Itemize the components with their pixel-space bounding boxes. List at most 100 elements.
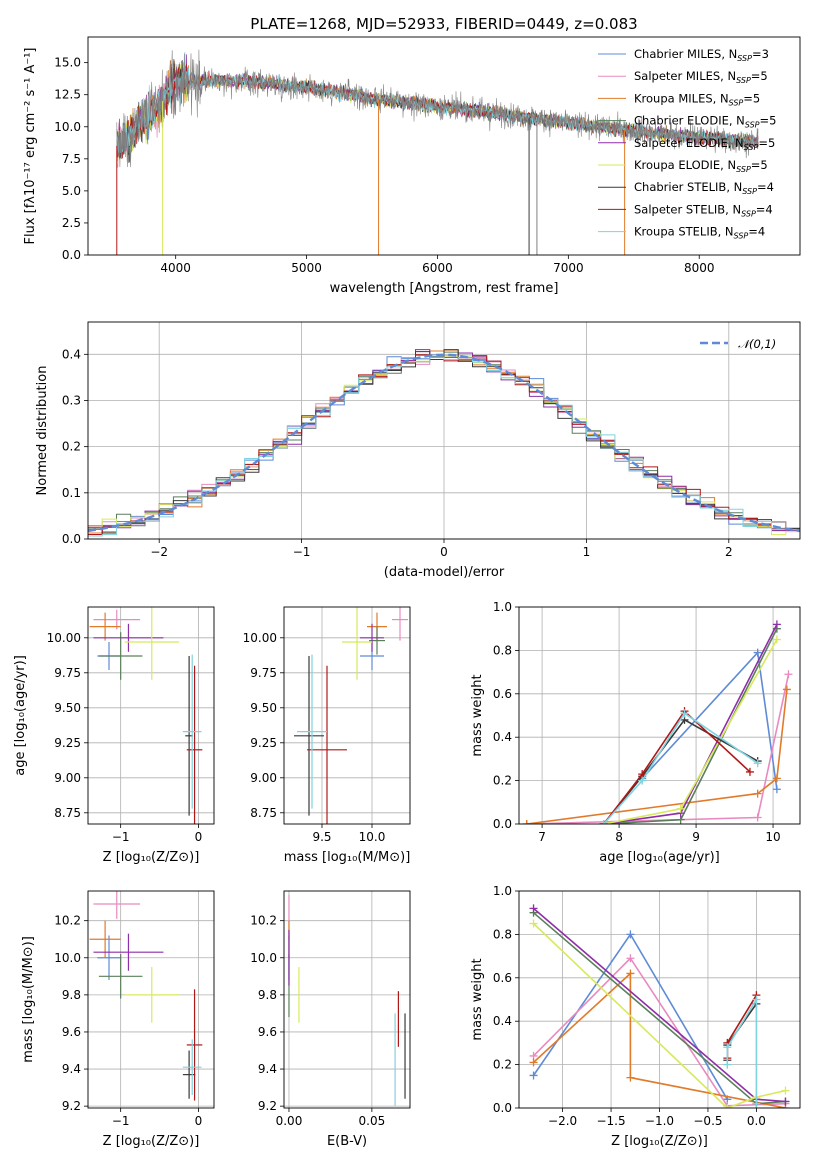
y-tick-label: 9.00 (54, 771, 81, 785)
x-axis-label: Z [log₁₀(Z/Z⊙)] (611, 1134, 708, 1149)
x-tick-label: −2 (150, 545, 168, 559)
axes-frame (518, 890, 801, 1109)
mass-weight-marker (772, 620, 781, 629)
mass-weight-marker (723, 1104, 732, 1108)
axes-frame (87, 606, 215, 825)
y-tick-label: 1.0 (493, 884, 512, 898)
x-axis-label: age [log₁₀(age/yr)] (599, 850, 720, 865)
y-tick-label: 1.0 (493, 600, 512, 614)
plot-area (522, 620, 793, 824)
figure-panels: 4000 5000 6000 7000 80000.02.55.07.510.012.5… (13, 36, 801, 1149)
y-axis-label: Flux [fλ10⁻¹⁷ erg cm⁻² s⁻¹ A⁻¹] (23, 48, 38, 245)
mass-weight-marker (752, 1099, 761, 1108)
y-tick-label: 9.2 (258, 1099, 277, 1113)
y-tick-label: 10.2 (54, 914, 81, 928)
x-axis-label: E(B-V) (327, 1134, 367, 1149)
x-tick-label: 0 (195, 1114, 203, 1128)
mass-weight-marker (529, 1058, 538, 1067)
y-tick-label: 9.4 (258, 1062, 277, 1076)
y-tick-label: 0.2 (62, 440, 81, 454)
y-tick-label: 0.3 (62, 393, 81, 407)
x-axis-label: Z [log₁₀(Z/Z⊙)] (103, 1134, 200, 1149)
legend-label: Kroupa MILES, NSSP=5 (634, 91, 760, 107)
y-tick-label: 0.8 (493, 643, 512, 657)
mass-weight-marker (529, 904, 538, 913)
y-tick-label: 9.50 (54, 701, 81, 715)
x-tick-label: 4000 (160, 261, 191, 275)
residuals-panel: −2 −1 0 1 2 0.0 0.1 0.2 0.3 0.4 (data-model)/error… (35, 321, 801, 580)
y-tick-label: 10.00 (243, 631, 277, 645)
mass-weight-marker (676, 804, 685, 813)
x-tick-label: −1.0 (645, 1114, 674, 1128)
x-tick-label: 0.00 (276, 1114, 303, 1128)
mass-weight-line (603, 709, 751, 824)
y-tick-label: 0.6 (493, 971, 512, 985)
legend-label: Salpeter MILES, NSSP=5 (634, 69, 768, 85)
plot-area (89, 891, 203, 1101)
y-axis-label: Normed distribution (35, 366, 50, 496)
mass-weight-marker (772, 774, 781, 783)
y-tick-label: 9.8 (62, 988, 81, 1002)
mass-weight-marker (753, 759, 762, 768)
mass-weight-marker (772, 785, 781, 794)
y-tick-label: 8.75 (54, 806, 81, 820)
y-tick-label: 15.0 (54, 56, 81, 70)
y-tick-label: 7.5 (62, 152, 81, 166)
mass-weight-marker (723, 1043, 732, 1052)
legend-label: 𝒩(0,1) (738, 337, 776, 351)
y-tick-label: 10.0 (54, 120, 81, 134)
mass-weight-marker (753, 648, 762, 657)
y-tick-label: 0.4 (493, 730, 512, 744)
mass-weight-marker (723, 1060, 732, 1069)
y-tick-label: 0.8 (493, 927, 512, 941)
axes-frame (283, 606, 411, 825)
plot-area (294, 607, 408, 824)
y-tick-label: 0.6 (493, 687, 512, 701)
age-vs-mass-panel: 9.5 10.0 8.75 9.00 9.25 9.50 9.75 10.00 mass [lo… (243, 606, 411, 865)
axes-frame (87, 321, 801, 540)
x-tick-label: 10.0 (359, 830, 386, 844)
legend-label: Chabrier MILES, NSSP=3 (634, 47, 769, 63)
y-tick-label: 9.75 (250, 666, 277, 680)
mass-weight-marker (752, 995, 761, 1004)
normal-curve (88, 353, 800, 533)
mass-weight-line (526, 689, 788, 824)
mass-weight-line (641, 650, 778, 790)
mass-weight-marker (529, 1071, 538, 1080)
legend-label: Kroupa STELIB, NSSP=4 (634, 225, 765, 241)
plot-area (116, 49, 759, 255)
legend-label: Chabrier ELODIE, NSSP=5 (634, 114, 776, 130)
y-tick-label: 9.6 (62, 1025, 81, 1039)
y-tick-label: 10.0 (250, 951, 277, 965)
y-tick-label: 9.4 (62, 1062, 81, 1076)
y-tick-label: 9.25 (54, 736, 81, 750)
massweight-vs-Z-panel: −2.0 −1.5 −1.0 −0.5 0.0 0.0 0.2 0.4 0.6 0.8 1.0 Z [… (470, 884, 801, 1149)
legend-label: Salpeter ELODIE, NSSP=5 (634, 136, 775, 152)
plot-area (89, 607, 203, 824)
plot-area (529, 904, 790, 1108)
mass-weight-marker (626, 954, 635, 963)
mass-weight-marker (772, 635, 781, 644)
y-tick-label: 9.2 (62, 1099, 81, 1113)
x-axis-label: wavelength [Angstrom, rest frame] (330, 281, 559, 296)
mass-weight-marker (781, 1097, 790, 1106)
x-tick-label: 1 (583, 545, 591, 559)
axes-frame (87, 36, 801, 256)
y-tick-label: 5.0 (62, 184, 81, 198)
y-tick-label: 0.0 (493, 1101, 512, 1115)
mass-weight-marker (529, 919, 538, 928)
y-tick-label: 0.4 (493, 1014, 512, 1028)
y-tick-label: 10.0 (54, 951, 81, 965)
mass-weight-line (603, 712, 759, 824)
legend-label: Chabrier STELIB, NSSP=4 (634, 180, 774, 196)
y-tick-label: 9.00 (250, 771, 277, 785)
legend-label: Kroupa ELODIE, NSSP=5 (634, 158, 768, 174)
age-vs-Z-panel: −1 0 8.75 9.00 9.25 9.50 9.75 10.00 Z [log₁₀(Z/Z… (13, 606, 215, 865)
x-tick-label: 10 (765, 830, 780, 844)
mass-weight-line (532, 971, 786, 1108)
x-tick-label: 2 (725, 545, 733, 559)
x-tick-label: 0 (195, 830, 203, 844)
mass-vs-Z-panel: −1 0 9.2 9.4 9.6 9.8 10.0 10.2 Z [log₁₀(Z/Z⊙)] ma… (21, 890, 215, 1149)
x-tick-label: 9.5 (312, 830, 331, 844)
x-tick-label: 8000 (684, 261, 715, 275)
